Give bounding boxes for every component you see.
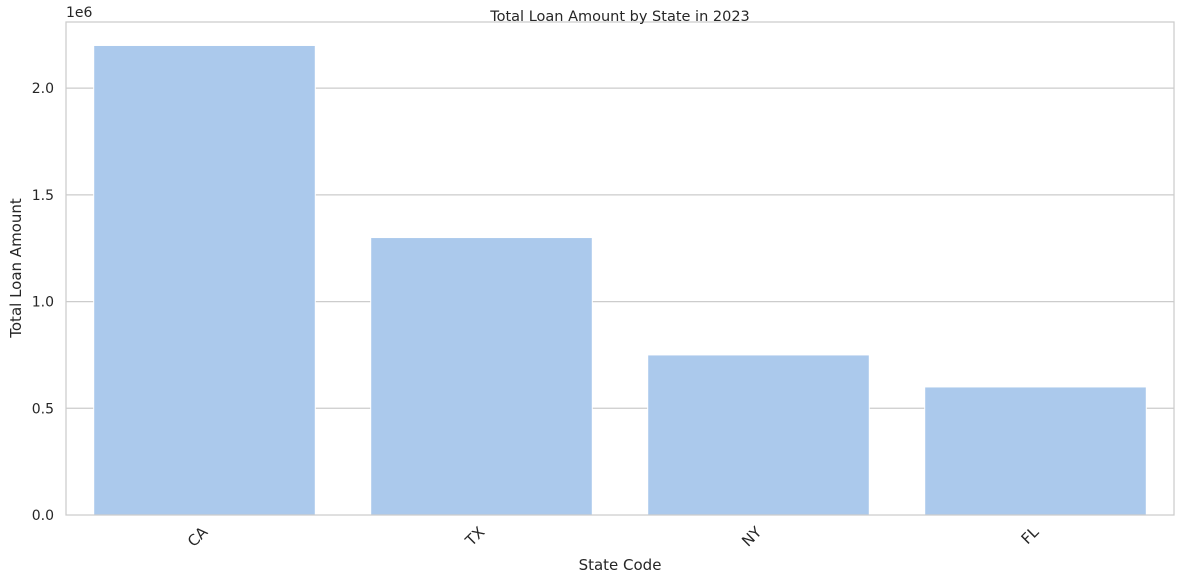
y-axis-label: Total Loan Amount bbox=[7, 198, 25, 339]
y-tick-label: 1.0 bbox=[32, 295, 54, 311]
x-tick-label: TX bbox=[461, 523, 488, 550]
bar-ny bbox=[647, 354, 870, 516]
x-tick-labels: CA TX NY FL bbox=[184, 523, 1043, 551]
x-tick-label: FL bbox=[1018, 523, 1043, 548]
y-tick-label: 1.5 bbox=[32, 188, 54, 204]
bar-fl bbox=[924, 386, 1147, 516]
y-tick-labels: 0.0 0.5 1.0 1.5 2.0 bbox=[32, 81, 54, 524]
x-tick-label: NY bbox=[738, 523, 766, 551]
offset-label: 1e6 bbox=[66, 5, 93, 21]
chart-title: Total Loan Amount by State in 2023 bbox=[489, 9, 750, 25]
bar-tx bbox=[370, 237, 593, 516]
y-tick-label: 0.0 bbox=[32, 508, 54, 524]
y-tick-label: 0.5 bbox=[32, 401, 54, 417]
y-tick-label: 2.0 bbox=[32, 81, 54, 97]
x-tick-label: CA bbox=[184, 523, 212, 551]
bars bbox=[93, 44, 1147, 516]
plot-frame bbox=[65, 21, 1175, 516]
bar-ca bbox=[93, 44, 316, 516]
x-axis-label: State Code bbox=[579, 556, 662, 574]
